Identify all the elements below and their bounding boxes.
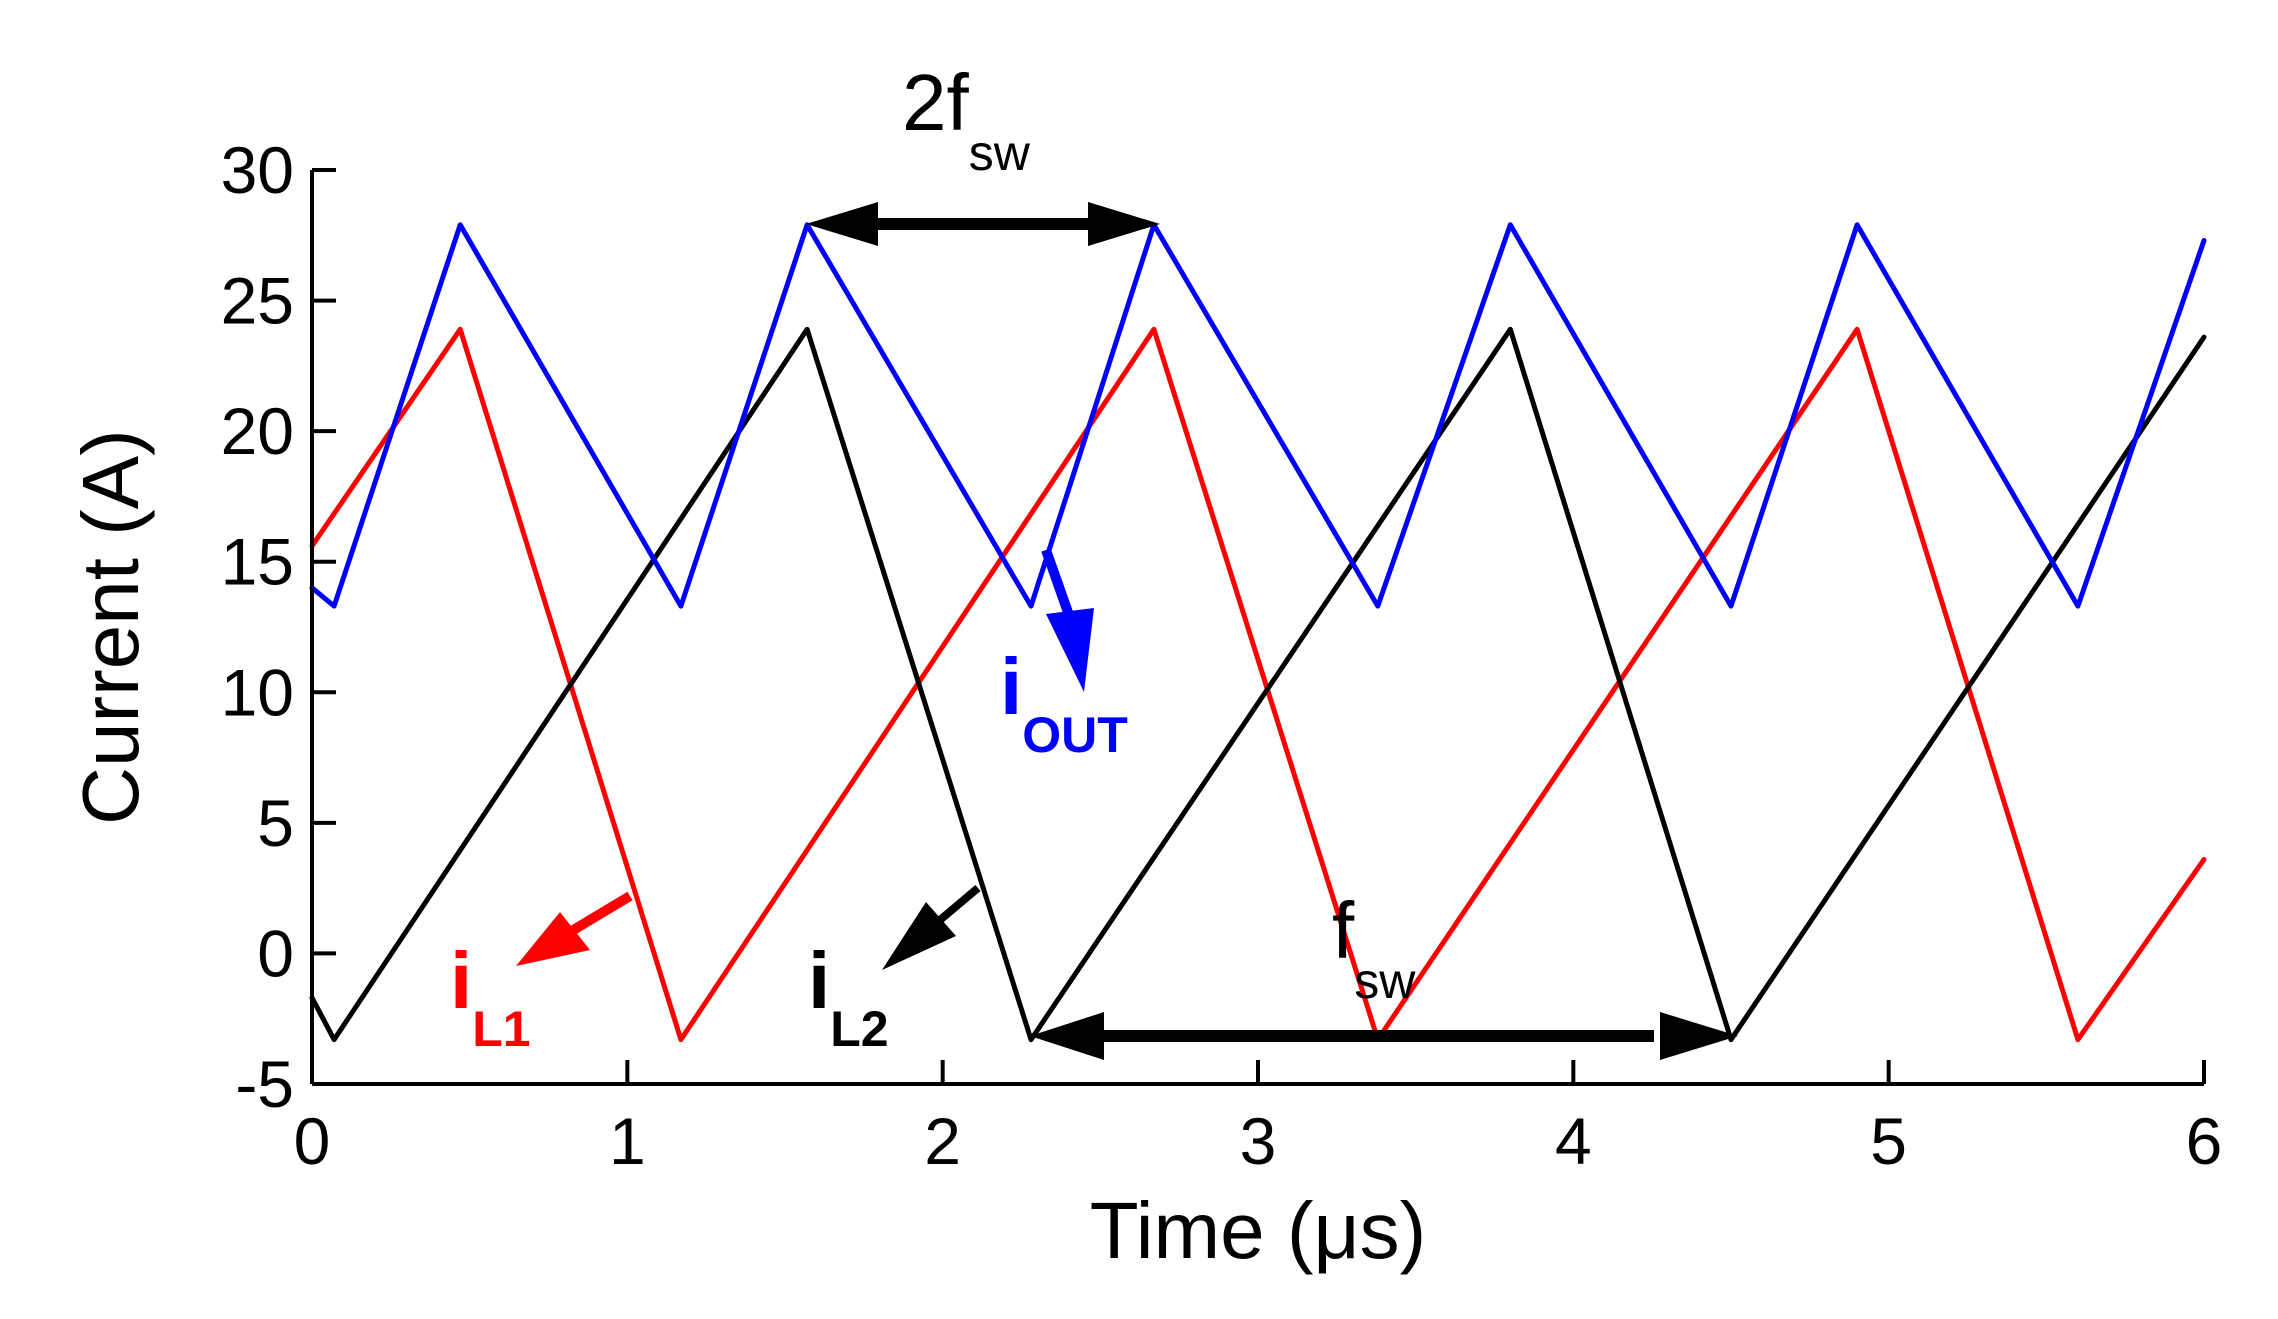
y-tick-label: 25 bbox=[221, 264, 294, 338]
il2-label-main: i bbox=[808, 936, 830, 1025]
x-tick-group: 0 1 2 3 4 5 6 bbox=[294, 1060, 2223, 1178]
two-fsw-label: 2fsw bbox=[902, 58, 1031, 181]
x-tick-label: 1 bbox=[609, 1104, 646, 1178]
iout-label: iOUT bbox=[1000, 642, 1128, 763]
il1-label-sub: L1 bbox=[472, 1001, 530, 1057]
il1-pointer-arrow bbox=[516, 891, 633, 966]
fsw-label-sub: sw bbox=[1354, 953, 1416, 1009]
fsw-label: fsw bbox=[1332, 886, 1416, 1009]
x-tick-label: 0 bbox=[294, 1104, 331, 1178]
iout-label-sub: OUT bbox=[1022, 707, 1128, 763]
series-line-il2 bbox=[309, 326, 2207, 1043]
y-tick-label: 30 bbox=[221, 133, 294, 207]
x-tick-label: 4 bbox=[1555, 1104, 1592, 1178]
y-tick-label: -5 bbox=[235, 1047, 294, 1121]
y-tick-label: 5 bbox=[257, 786, 294, 860]
y-tick-label: 0 bbox=[257, 916, 294, 990]
y-tick-group: -5 0 5 10 15 20 25 30 bbox=[221, 133, 336, 1121]
series-line-iout bbox=[309, 222, 2207, 609]
il2-pointer-arrow bbox=[882, 884, 981, 970]
x-tick-label: 3 bbox=[1240, 1104, 1277, 1178]
il1-label: iL1 bbox=[450, 936, 531, 1057]
x-tick-label: 6 bbox=[2186, 1104, 2223, 1178]
fsw-label-main: f bbox=[1332, 886, 1355, 975]
iout-label-main: i bbox=[1000, 642, 1022, 731]
il2-label-sub: L2 bbox=[830, 1001, 888, 1057]
x-tick-label: 2 bbox=[924, 1104, 961, 1178]
x-tick-label: 5 bbox=[1870, 1104, 1907, 1178]
il1-label-main: i bbox=[450, 936, 472, 1025]
two-fsw-arrow bbox=[806, 202, 1160, 246]
iout-pointer-arrow bbox=[1041, 548, 1094, 692]
two-fsw-label-sub: sw bbox=[969, 125, 1031, 181]
y-tick-label: 15 bbox=[221, 525, 294, 599]
series-line-il1 bbox=[309, 326, 2207, 1043]
two-fsw-label-main: 2f bbox=[902, 58, 969, 147]
x-axis-title: Time (μs) bbox=[1090, 1186, 1426, 1275]
y-tick-label: 10 bbox=[221, 655, 294, 729]
fsw-arrow bbox=[1030, 1012, 1738, 1060]
y-tick-label: 20 bbox=[221, 394, 294, 468]
y-axis-title: Current (A) bbox=[66, 429, 155, 825]
il2-label: iL2 bbox=[808, 936, 889, 1057]
